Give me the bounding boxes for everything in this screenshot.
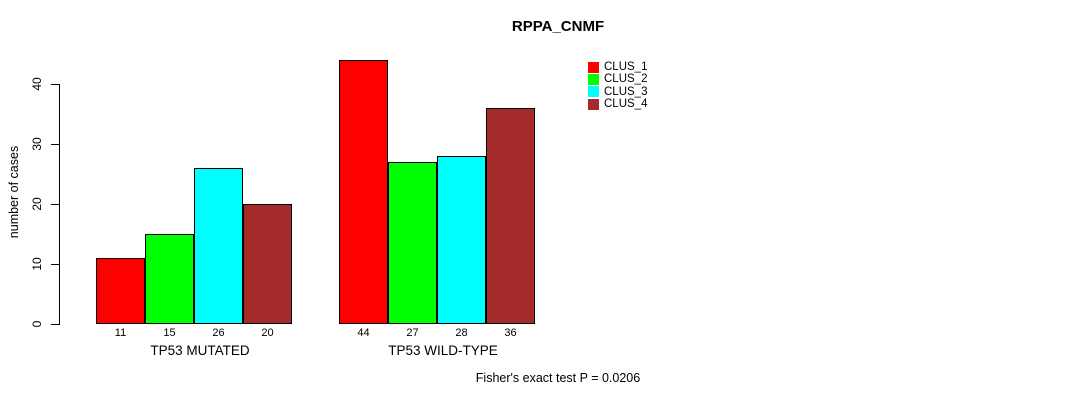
y-tick-label: 0 (30, 320, 44, 328)
bar-value-label: 36 (504, 327, 517, 339)
y-tick-label: 10 (30, 257, 44, 271)
bar-value-label: 20 (261, 327, 274, 339)
bar-clus_1-group1 (96, 258, 145, 324)
bar-clus_4-group1 (243, 204, 292, 324)
y-tick-label: 30 (30, 137, 44, 151)
y-tick-label: 20 (30, 197, 44, 211)
legend-label: CLUS_2 (604, 73, 648, 86)
x-axis-category-label: TP53 MUTATED (150, 343, 250, 358)
bar-value-label: 27 (406, 327, 419, 339)
y-tick-mark (51, 204, 59, 205)
bar-value-label: 44 (357, 327, 370, 339)
legend: CLUS_1 CLUS_2 CLUS_3 CLUS_4 (588, 61, 647, 111)
legend-item: CLUS_2 (588, 73, 647, 85)
bar-value-label: 11 (114, 327, 127, 339)
legend-swatch-clus_2 (588, 74, 599, 86)
legend-item: CLUS_4 (588, 98, 647, 110)
x-axis-category-label: TP53 WILD-TYPE (388, 343, 498, 358)
bar-clus_2-group2 (388, 162, 437, 324)
y-tick-mark (51, 144, 59, 145)
stat-test-annotation: Fisher's exact test P = 0.0206 (475, 371, 641, 385)
bar-clus_1-group2 (339, 60, 388, 324)
bar-clus_2-group1 (145, 234, 194, 324)
legend-item: CLUS_1 (588, 61, 647, 73)
legend-label: CLUS_3 (604, 85, 648, 98)
legend-swatch-clus_1 (588, 61, 599, 73)
y-axis-title: number of cases (7, 145, 21, 239)
bar-clus_3-group2 (437, 156, 486, 324)
y-tick-mark (51, 84, 59, 85)
bar-value-label: 26 (212, 327, 225, 339)
y-tick-label: 40 (30, 77, 44, 91)
legend-swatch-clus_4 (588, 98, 599, 110)
bar-clus_3-group1 (194, 168, 243, 324)
bar-clus_4-group2 (486, 108, 535, 324)
bar-value-label: 15 (163, 327, 176, 339)
legend-item: CLUS_3 (588, 86, 647, 98)
chart-title: RPPA_CNMF (511, 18, 605, 35)
y-tick-mark (51, 264, 59, 265)
bar-value-label: 28 (455, 327, 468, 339)
legend-label: CLUS_1 (604, 61, 648, 73)
legend-label: CLUS_4 (604, 98, 648, 111)
y-axis-line (59, 84, 60, 325)
y-tick-mark (51, 324, 59, 325)
legend-swatch-clus_3 (588, 86, 599, 98)
